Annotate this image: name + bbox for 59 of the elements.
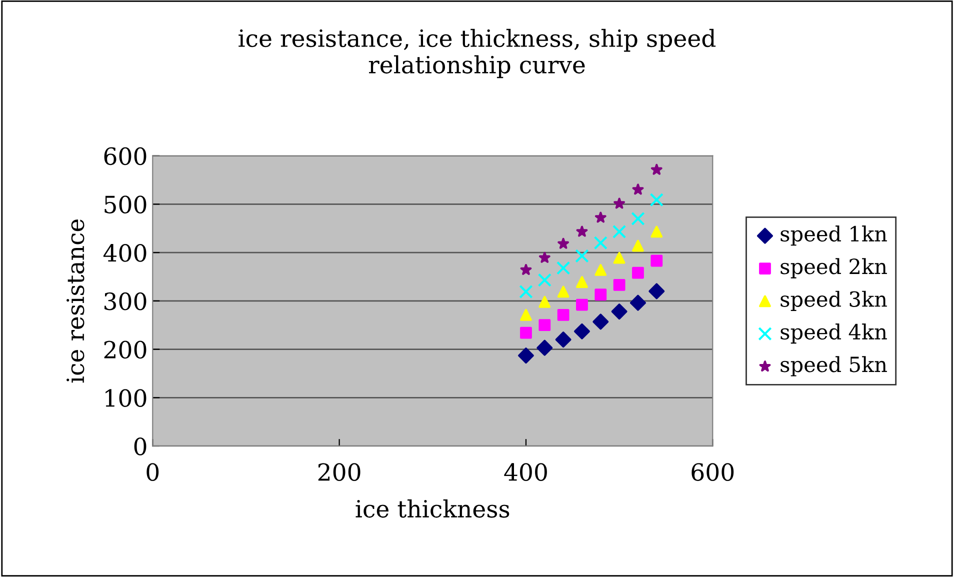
x-tick-label: 200 [318,463,360,481]
point [520,308,532,321]
y-tick-label: 400 [103,244,146,262]
legend-label: speed 2kn [780,258,887,278]
point [538,252,550,263]
point [614,198,626,209]
point [536,340,553,356]
x-axis-title: ice thickness [356,499,510,518]
point [612,224,626,239]
point [556,261,570,275]
chart-title: ice resistance, ice thickness, ship speed relationship curve [238,28,716,78]
point [650,164,662,175]
point [613,252,626,264]
y-tick-label: 100 [106,389,146,407]
point [519,284,533,299]
y-tick-label: 0 [134,437,146,456]
point [518,348,534,364]
point [594,236,608,250]
point [611,304,628,320]
x-tick-label: 0 [146,463,159,481]
point [576,276,588,288]
point [538,273,552,287]
y-tick-label: 300 [104,292,146,310]
point [650,192,664,207]
point [538,319,551,332]
y-tick-label: 600 [104,147,146,166]
point [520,326,532,339]
point [575,249,589,263]
point [594,288,607,301]
point [632,240,644,252]
point [631,212,645,226]
point [592,314,609,330]
y-tick-label: 200 [104,340,146,359]
legend-label: speed 3kn [780,290,887,311]
legend-label: speed 4kn [780,323,887,344]
point [613,278,626,291]
point [520,264,532,275]
point [632,266,644,279]
point [574,323,590,340]
y-axis-title: ice resistance [66,219,84,383]
x-tick-label: 400 [504,463,547,481]
point [630,294,646,311]
legend-label: speed 5kn [780,356,887,376]
y-tick-label: 500 [104,196,146,214]
point [594,264,607,276]
point [557,308,570,321]
point [576,226,588,237]
point [538,296,551,308]
point [650,226,663,238]
point [557,286,570,298]
legend-label: speed 1kn [780,226,887,246]
point [650,254,663,267]
point [558,238,570,249]
point [594,212,606,223]
point [632,184,644,195]
point [576,298,588,311]
x-tick-label: 600 [692,463,734,481]
point [555,332,572,348]
point [648,283,665,300]
